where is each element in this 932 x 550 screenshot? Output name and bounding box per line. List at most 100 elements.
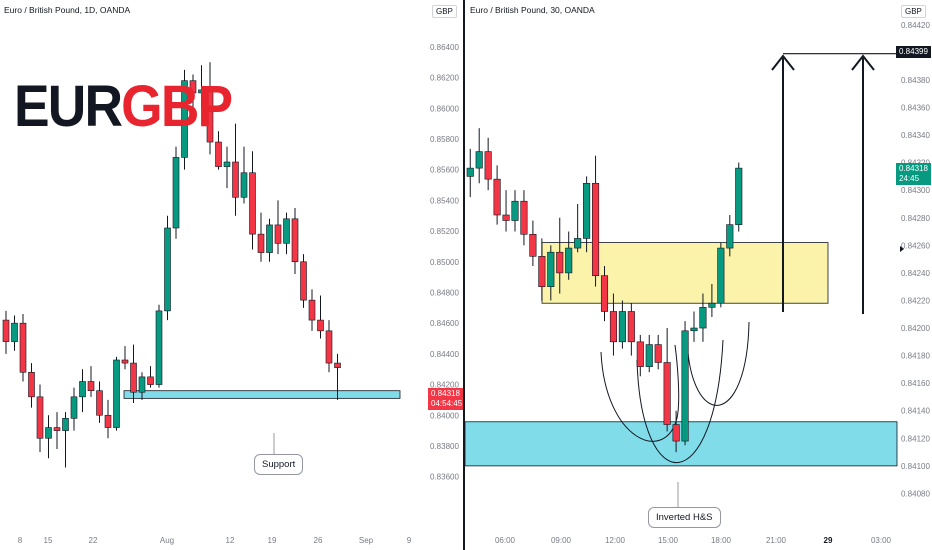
candle: [79, 381, 86, 398]
logo-part-eur: EUR: [14, 74, 123, 139]
right-chart-panel[interactable]: 0.844200.844000.843800.843600.843400.843…: [465, 0, 932, 550]
y-tick-label: 0.84100: [901, 462, 930, 471]
candle: [681, 330, 689, 442]
candle: [240, 172, 248, 198]
y-tick-label: 0.86000: [430, 104, 459, 113]
candle: [232, 161, 239, 198]
x-tick-label: 12: [226, 536, 235, 545]
x-tick-label: 18:00: [711, 536, 732, 545]
x-tick-label: 03:00: [871, 536, 892, 545]
candle: [189, 80, 197, 94]
candle: [699, 307, 707, 329]
candle: [45, 427, 52, 439]
axis-marker-icon: [900, 246, 904, 252]
x-tick-label: 15:00: [658, 536, 679, 545]
candle: [249, 172, 256, 235]
left-price-countdown: 04:54:45: [431, 399, 463, 408]
candle: [627, 311, 635, 343]
candle: [266, 224, 273, 253]
candle: [726, 224, 734, 249]
candle: [62, 418, 69, 431]
candle: [484, 151, 492, 180]
candle: [130, 362, 137, 393]
left-chart-header: Euro / British Pound, 1D, OANDA: [4, 5, 131, 15]
candle: [565, 247, 573, 274]
y-tick-label: 0.84800: [430, 288, 459, 297]
y-tick-label: 0.84400: [430, 350, 459, 359]
inverted-hs-callout: Inverted H&S: [648, 507, 721, 528]
candle: [511, 200, 519, 221]
candle: [11, 322, 18, 342]
candle: [538, 256, 546, 287]
candle: [708, 302, 716, 308]
candle: [735, 167, 743, 225]
candle: [206, 89, 214, 143]
candle: [609, 311, 617, 343]
support-callout: Support: [254, 454, 304, 475]
resistance-zone: [541, 242, 829, 304]
left-price-value: 0.84318: [431, 389, 460, 398]
candle: [717, 247, 725, 304]
candle: [690, 327, 698, 332]
y-tick-label: 0.84120: [901, 434, 930, 443]
candle: [113, 359, 120, 428]
right-price-tag: 0.84318 24:45: [896, 163, 931, 185]
y-tick-label: 0.86400: [430, 43, 459, 52]
left-chart-panel[interactable]: 0.86400 0.86200 0.86000 0.85800 0.85600 0.854…: [0, 0, 466, 550]
candle: [147, 376, 154, 385]
candle: [574, 238, 582, 249]
y-tick-label: 0.84200: [901, 324, 930, 333]
candle: [70, 396, 78, 419]
y-tick-label: 0.84300: [901, 186, 930, 195]
candle: [274, 224, 282, 244]
y-tick-label: 0.85400: [430, 196, 459, 205]
candle: [466, 167, 474, 177]
candle: [547, 251, 555, 287]
candle: [583, 182, 591, 239]
candle: [104, 414, 112, 428]
candle: [121, 359, 129, 364]
candle: [96, 390, 103, 416]
candle: [36, 396, 44, 439]
candle: [475, 151, 483, 169]
y-tick-label: 0.84340: [901, 131, 930, 140]
candle: [600, 275, 609, 312]
candle: [300, 261, 307, 301]
head-curve: [636, 339, 724, 463]
up-arrow-head: [771, 54, 795, 71]
y-tick-label: 0.85800: [430, 135, 459, 144]
y-tick-label: 0.84360: [901, 103, 930, 112]
left-chart-svg[interactable]: 0.86400 0.86200 0.86000 0.85800 0.85600 0.854…: [0, 0, 463, 550]
candle: [19, 322, 27, 373]
candle: [283, 218, 290, 244]
candle: [520, 200, 528, 235]
up-arrow-head: [851, 54, 875, 71]
y-tick-label: 0.84200: [430, 381, 459, 390]
candle: [592, 182, 600, 276]
y-tick-label: 0.84160: [901, 379, 930, 388]
right-chart-header: Euro / British Pound, 30, OANDA: [470, 5, 595, 15]
x-tick-label: 15: [44, 536, 53, 545]
x-tick-label: 21:00: [766, 536, 787, 545]
left-currency-label: GBP: [432, 5, 457, 18]
candle: [223, 161, 231, 167]
x-tick-label: 06:00: [495, 536, 516, 545]
candle: [493, 178, 501, 216]
candle: [28, 371, 35, 398]
x-tick-label: Sep: [359, 536, 374, 545]
candle: [2, 319, 10, 342]
y-tick-label: 0.85200: [430, 227, 459, 236]
y-tick-label: 0.84280: [901, 214, 930, 223]
y-tick-label: 0.83800: [430, 442, 459, 451]
right-shoulder-curve: [686, 321, 750, 406]
candle: [325, 330, 333, 364]
left-shoulder-curve: [600, 344, 680, 442]
y-tick-label: 0.84140: [901, 407, 930, 416]
candle: [87, 381, 95, 391]
y-tick-label: 0.84420: [901, 21, 930, 30]
candle: [215, 141, 222, 167]
y-tick-label: 0.83600: [430, 473, 459, 482]
right-chart-svg[interactable]: 0.844200.844000.843800.843600.843400.843…: [465, 0, 932, 550]
y-tick-label: 0.85600: [430, 166, 459, 175]
candle: [529, 233, 537, 257]
